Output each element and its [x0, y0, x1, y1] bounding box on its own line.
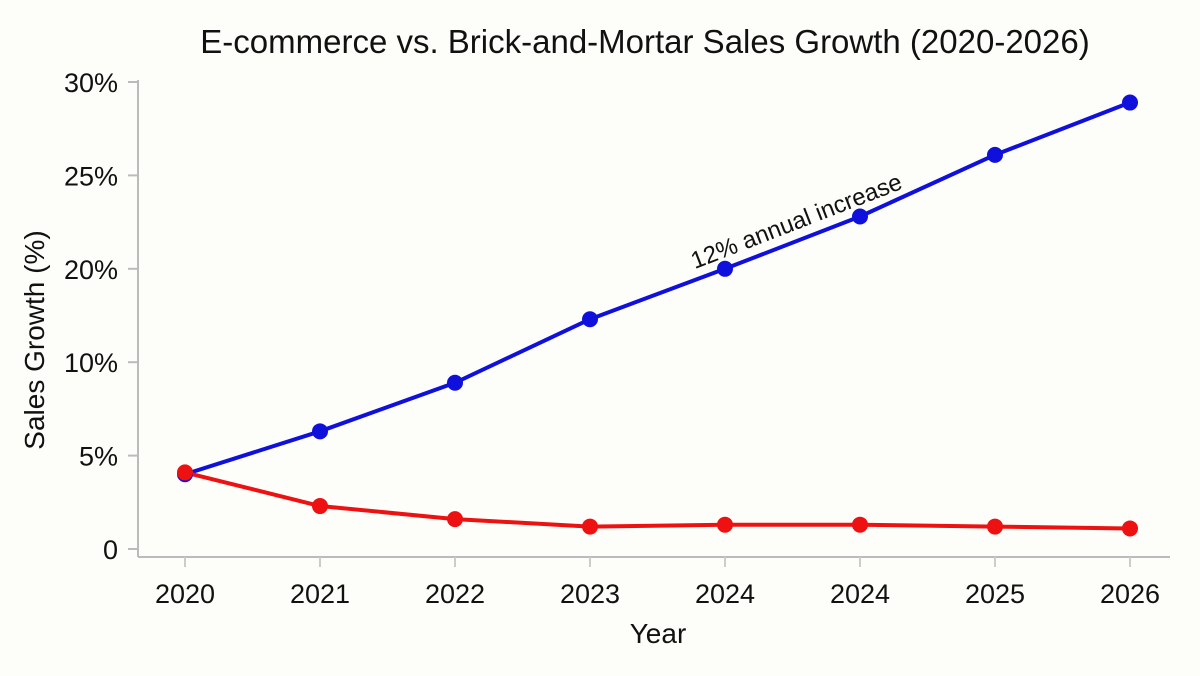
x-tick-label: 2020 — [155, 579, 215, 609]
x-tick-label: 2023 — [560, 579, 620, 609]
data-point-1-5 — [852, 516, 868, 533]
data-point-1-6 — [987, 518, 1003, 535]
y-tick-label: 5% — [79, 442, 118, 472]
x-tick-label: 2021 — [290, 579, 350, 609]
data-point-0-1 — [312, 423, 328, 440]
x-tick-label: 2022 — [425, 579, 485, 609]
data-point-1-2 — [447, 511, 463, 528]
data-point-0-2 — [447, 374, 463, 391]
data-point-0-7 — [1122, 94, 1138, 111]
data-point-1-4 — [717, 516, 733, 533]
series-line-0 — [184, 100, 1131, 477]
x-tick-label: 2024 — [830, 579, 890, 609]
data-point-1-0 — [177, 464, 193, 481]
data-point-0-6 — [987, 146, 1003, 163]
data-point-1-7 — [1122, 520, 1138, 537]
x-tick-label: 2026 — [1100, 579, 1160, 609]
x-axis-label: Year — [630, 618, 687, 649]
data-point-1-1 — [312, 498, 328, 515]
chart-title: E-commerce vs. Brick-and-Mortar Sales Gr… — [200, 23, 1089, 60]
annotation-label: 12% annual increase — [687, 169, 906, 275]
y-tick-label: 25% — [64, 161, 118, 191]
data-point-0-5 — [852, 208, 868, 225]
y-tick-label: 10% — [64, 348, 118, 378]
y-axis-label: Sales Growth (%) — [19, 230, 50, 449]
x-tick-label: 2025 — [965, 579, 1025, 609]
series-line-1 — [184, 470, 1131, 531]
y-tick-label: 0 — [103, 535, 118, 565]
y-tick-label: 30% — [64, 68, 118, 98]
data-point-1-3 — [582, 518, 598, 535]
y-tick-label: 20% — [64, 255, 118, 285]
data-point-0-4 — [717, 260, 733, 277]
x-tick-label: 2024 — [695, 579, 755, 609]
data-point-0-3 — [582, 311, 598, 328]
